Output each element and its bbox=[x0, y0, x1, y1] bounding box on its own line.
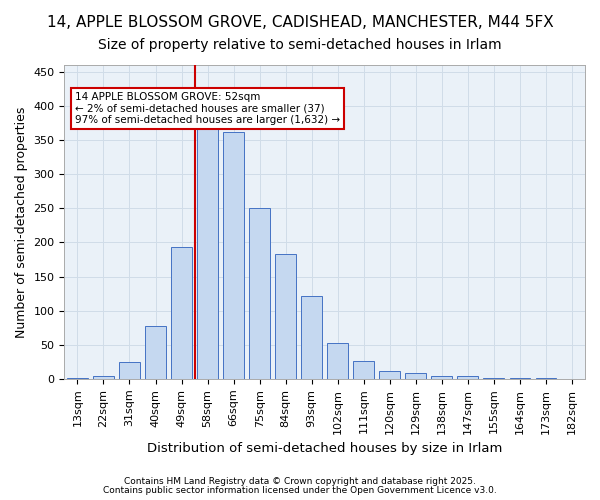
Bar bbox=[93, 376, 114, 379]
Bar bbox=[197, 123, 218, 379]
Bar bbox=[67, 378, 88, 379]
Text: Contains public sector information licensed under the Open Government Licence v3: Contains public sector information licen… bbox=[103, 486, 497, 495]
X-axis label: Distribution of semi-detached houses by size in Irlam: Distribution of semi-detached houses by … bbox=[147, 442, 502, 455]
Bar bbox=[536, 378, 556, 379]
Bar bbox=[145, 326, 166, 379]
Text: 14 APPLE BLOSSOM GROVE: 52sqm
← 2% of semi-detached houses are smaller (37)
97% : 14 APPLE BLOSSOM GROVE: 52sqm ← 2% of se… bbox=[75, 92, 340, 125]
Bar bbox=[275, 254, 296, 379]
Y-axis label: Number of semi-detached properties: Number of semi-detached properties bbox=[15, 106, 28, 338]
Text: 14, APPLE BLOSSOM GROVE, CADISHEAD, MANCHESTER, M44 5FX: 14, APPLE BLOSSOM GROVE, CADISHEAD, MANC… bbox=[47, 15, 553, 30]
Bar bbox=[328, 344, 348, 379]
Bar bbox=[509, 378, 530, 379]
Bar bbox=[249, 208, 270, 379]
Bar bbox=[379, 372, 400, 379]
Bar bbox=[223, 132, 244, 379]
Bar bbox=[457, 376, 478, 379]
Bar bbox=[301, 296, 322, 379]
Bar bbox=[119, 362, 140, 379]
Bar bbox=[353, 361, 374, 379]
Bar bbox=[171, 247, 192, 379]
Bar bbox=[406, 373, 426, 379]
Text: Contains HM Land Registry data © Crown copyright and database right 2025.: Contains HM Land Registry data © Crown c… bbox=[124, 477, 476, 486]
Text: Size of property relative to semi-detached houses in Irlam: Size of property relative to semi-detach… bbox=[98, 38, 502, 52]
Bar bbox=[431, 376, 452, 379]
Bar bbox=[484, 378, 505, 379]
